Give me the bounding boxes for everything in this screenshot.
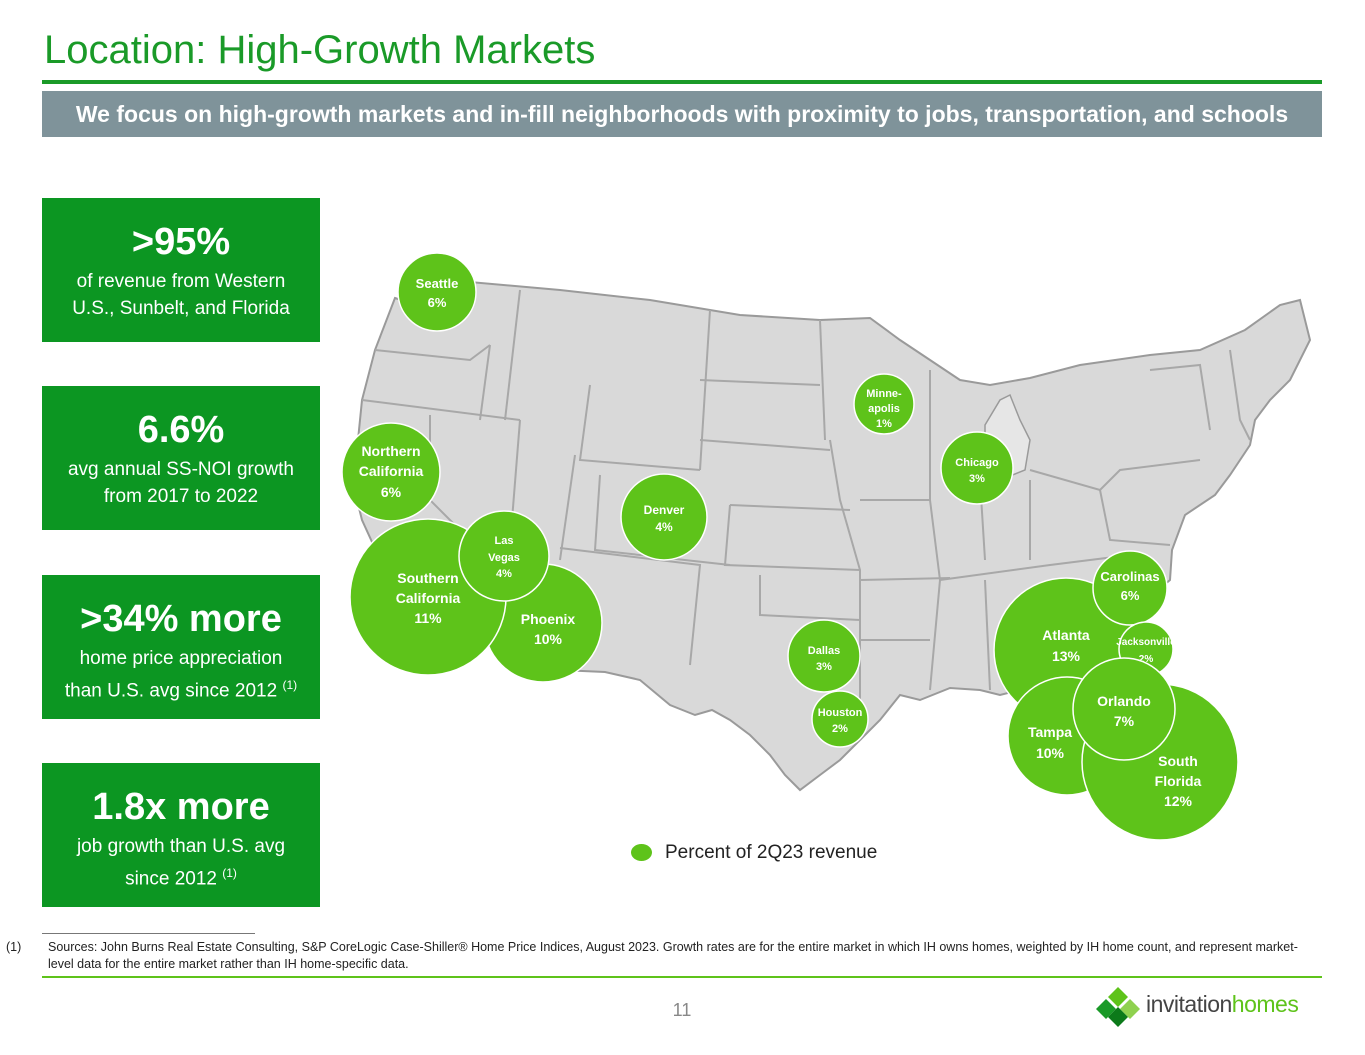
- footnote-divider: [42, 933, 255, 934]
- bubble-label: California: [396, 590, 461, 606]
- bubble-value: 4%: [496, 568, 512, 580]
- stat-value: 6.6%: [137, 409, 225, 451]
- footnote-ref: (1): [222, 866, 237, 880]
- stat-box-job-growth: 1.8x more job growth than U.S. avg since…: [42, 763, 320, 907]
- bubble-label: Tampa: [1028, 724, 1072, 740]
- stat-description: home price appreciation than U.S. avg si…: [64, 648, 298, 702]
- stat-value: 1.8x more: [92, 786, 270, 828]
- bubble-dallas: Dallas 3%: [787, 619, 861, 693]
- bubble-label: California: [359, 463, 424, 479]
- bubble-value: 6%: [1121, 588, 1140, 603]
- stat-description: of revenue from Western U.S., Sunbelt, a…: [72, 271, 290, 319]
- legend-marker: [631, 844, 652, 861]
- footer-rule: [42, 976, 1322, 978]
- bubble-label: Houston: [818, 707, 863, 719]
- stat-box-noi-growth: 6.6% avg annual SS-NOI growth from 2017 …: [42, 386, 320, 530]
- bubble-label: Orlando: [1097, 693, 1151, 709]
- title-underline: [42, 80, 1322, 84]
- bubble-houston: Houston 2%: [811, 690, 869, 748]
- footnote-ref: (1): [282, 678, 298, 692]
- subtitle-banner: We focus on high-growth markets and in-f…: [42, 91, 1322, 137]
- footnote-text: Sources: John Burns Real Estate Consulti…: [48, 940, 1298, 971]
- us-map: Seattle 6% Northern California 6% Phoeni…: [341, 252, 1312, 841]
- page-title: Location: High-Growth Markets: [44, 28, 596, 72]
- bubble-label: Las: [495, 535, 514, 547]
- bubble-seattle: Seattle 6%: [397, 252, 477, 332]
- bubble-las-vegas: Las Vegas 4%: [458, 510, 550, 602]
- bubble-label: Atlanta: [1042, 627, 1090, 643]
- bubble-label: Southern: [397, 570, 458, 586]
- logo-wordmark: invitationhomes: [1146, 991, 1299, 1017]
- bubble-label: South: [1158, 753, 1198, 769]
- bubble-chicago: Chicago 3%: [940, 431, 1014, 505]
- bubble-value: 3%: [969, 473, 985, 485]
- bubble-label: Florida: [1155, 773, 1202, 789]
- bubble-minneapolis: Minne- apolis 1%: [853, 373, 915, 435]
- page-number: 11: [672, 1000, 692, 1020]
- stat-description: avg annual SS-NOI growth from 2017 to 20…: [67, 459, 294, 507]
- bubble-label: Denver: [644, 503, 685, 517]
- bubble-value: 11%: [414, 610, 442, 626]
- footnote-number: (1): [6, 940, 22, 954]
- bubble-label: Chicago: [955, 457, 999, 469]
- bubble-label: Carolinas: [1100, 569, 1159, 584]
- stat-description: job growth than U.S. avg since 2012 (1): [76, 836, 286, 890]
- stat-value: >34% more: [80, 598, 282, 640]
- bubble-value: 10%: [1036, 745, 1065, 761]
- company-logo: invitationhomes: [1096, 985, 1316, 1027]
- bubble-label: Jacksonville: [1116, 637, 1176, 648]
- bubble-value: 10%: [534, 631, 563, 647]
- stat-box-home-price-appreciation: >34% more home price appreciation than U…: [42, 575, 320, 719]
- bubble-label: apolis: [868, 403, 900, 415]
- bubble-label: Northern: [361, 443, 420, 459]
- bubble-label: Minne-: [866, 388, 902, 400]
- bubble-value: 3%: [816, 661, 832, 673]
- bubble-label: Dallas: [808, 645, 840, 657]
- stat-box-revenue-share: >95% of revenue from Western U.S., Sunbe…: [42, 198, 320, 342]
- bubble-value: 1%: [876, 418, 892, 430]
- bubble-value: 7%: [1114, 713, 1135, 729]
- stat-value: >95%: [131, 221, 231, 263]
- bubble-value: 13%: [1052, 648, 1081, 664]
- bubble-orlando: Orlando 7%: [1072, 657, 1176, 761]
- market-bubbles: Seattle 6% Northern California 6% Phoeni…: [341, 252, 1239, 841]
- bubble-carolinas: Carolinas 6%: [1092, 550, 1168, 626]
- bubble-label: Vegas: [488, 552, 520, 564]
- bubble-denver: Denver 4%: [620, 473, 708, 561]
- bubble-northern-california: Northern California 6%: [341, 422, 441, 522]
- bubble-label: Seattle: [416, 276, 459, 291]
- bubble-value: 6%: [381, 484, 402, 500]
- bubble-value: 2%: [832, 723, 848, 735]
- bubble-value: 12%: [1164, 793, 1193, 809]
- bubble-value: 6%: [428, 295, 447, 310]
- bubble-value: 2%: [1139, 654, 1154, 665]
- logo-mark-icon: [1096, 987, 1140, 1027]
- legend-label: Percent of 2Q23 revenue: [665, 842, 878, 863]
- bubble-value: 4%: [655, 520, 673, 534]
- bubble-label: Phoenix: [521, 611, 576, 627]
